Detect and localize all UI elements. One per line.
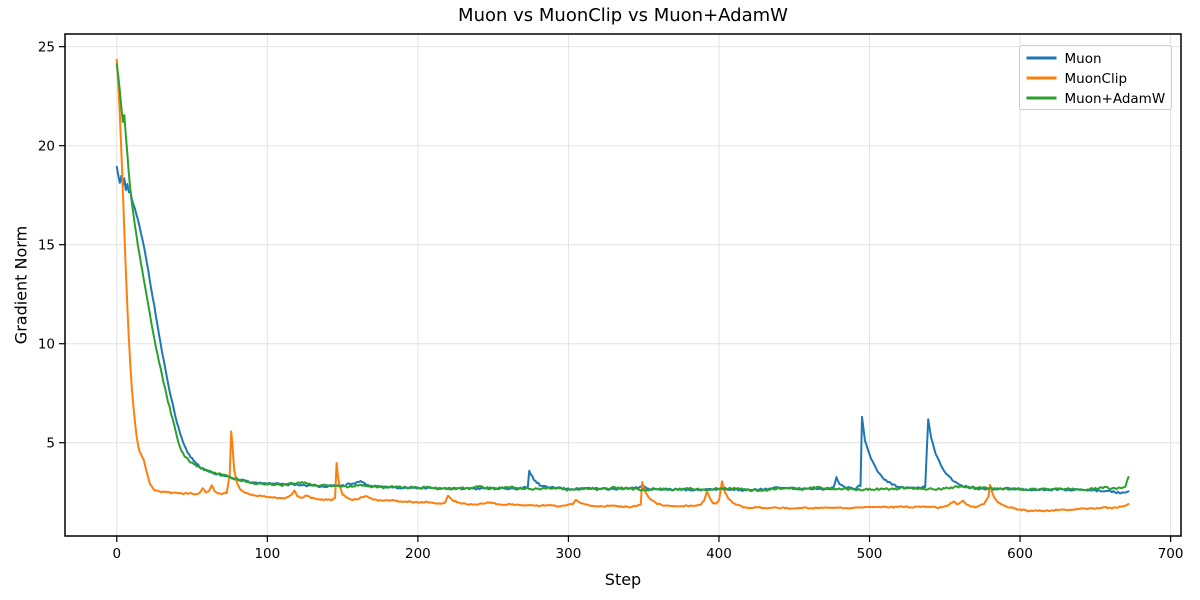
legend-label-muon: Muon [1065,51,1102,67]
y-tick-label-15: 15 [38,238,55,254]
y-tick-label-25: 25 [38,39,55,55]
x-axis-label: Step [604,570,642,589]
series-line-muon [115,165,1130,495]
legend-label-muonclip: MuonClip [1065,71,1128,87]
legend-box [1019,45,1172,110]
x-tick-label-300: 300 [556,546,582,562]
y-axis-label: Gradient Norm [11,225,31,345]
plot-border [64,33,1182,537]
legend-label-muon-adamw: Muon+AdamW [1065,91,1166,107]
x-tick-label-700: 700 [1158,546,1184,562]
series-line-muon-adamw [115,63,1130,493]
x-tick-label-200: 200 [405,546,431,562]
legend: Muon MuonClip Muon+AdamW [1019,45,1172,110]
y-tick-label-10: 10 [38,337,55,353]
x-tick-label-100: 100 [254,546,280,562]
y-tick-label-20: 20 [38,138,55,154]
x-tick-label-0: 0 [112,546,121,562]
x-tick-label-400: 400 [706,546,732,562]
y-tick-label-5: 5 [46,436,55,452]
x-tick-label-500: 500 [857,546,883,562]
chart-title: Muon vs MuonClip vs Muon+AdamW [458,5,788,26]
series-line-muonclip [115,58,1130,513]
x-tick-label-600: 600 [1007,546,1033,562]
